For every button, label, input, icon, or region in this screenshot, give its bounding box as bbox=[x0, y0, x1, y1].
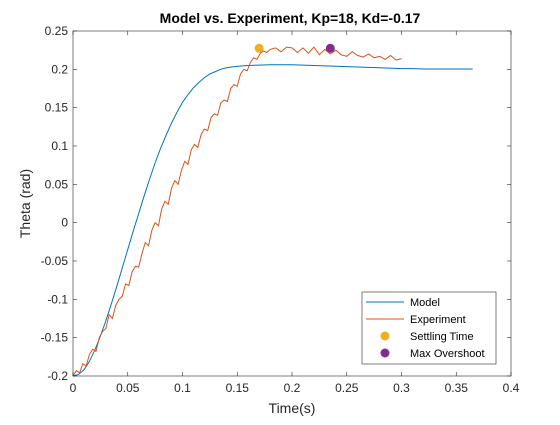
x-tick-label: 0.1 bbox=[174, 381, 191, 395]
series-layer bbox=[72, 43, 473, 377]
legend: Model Experiment Settling Time Max Overshoo… bbox=[361, 291, 497, 365]
x-tick-label: 0.4 bbox=[503, 381, 520, 395]
marker-settling-time bbox=[254, 43, 264, 53]
y-tick-label: 0.2 bbox=[51, 62, 68, 76]
x-axis-label: Time(s) bbox=[269, 400, 316, 416]
y-tick-label: -0.2 bbox=[47, 369, 68, 383]
legend-swatch-settling-time bbox=[380, 331, 390, 341]
legend-label-model: Model bbox=[410, 297, 440, 309]
x-tick-label: 0 bbox=[70, 381, 77, 395]
y-tick-label: 0.05 bbox=[45, 177, 69, 191]
legend-label-experiment: Experiment bbox=[410, 314, 466, 326]
x-tick-label: 0.25 bbox=[335, 381, 359, 395]
x-tick-label: 0.2 bbox=[284, 381, 301, 395]
tick-layer: 0 0.05 0.1 0.15 0.2 0.25 0.3 0.35 0.4 -0.2 -0.15 -0… bbox=[41, 24, 520, 395]
x-tick-label: 0.15 bbox=[226, 381, 250, 395]
y-tick-label: -0.15 bbox=[41, 331, 69, 345]
series-line-experiment bbox=[72, 46, 402, 377]
y-tick-label: 0.1 bbox=[51, 139, 68, 153]
y-tick-label: 0 bbox=[61, 216, 68, 230]
x-tick-label: 0.05 bbox=[116, 381, 140, 395]
x-tick-label: 0.3 bbox=[393, 381, 410, 395]
x-tick-label: 0.35 bbox=[445, 381, 469, 395]
y-tick-label: -0.1 bbox=[47, 292, 68, 306]
legend-label-max-overshoot: Max Overshoot bbox=[410, 348, 485, 360]
legend-swatch-max-overshoot bbox=[380, 348, 390, 358]
series-line-model bbox=[72, 64, 473, 377]
chart-title: Model vs. Experiment, Kp=18, Kd=-0.17 bbox=[160, 10, 421, 26]
y-tick-label: 0.25 bbox=[45, 24, 69, 38]
legend-label-settling-time: Settling Time bbox=[410, 331, 474, 343]
marker-max-overshoot bbox=[325, 43, 335, 53]
y-tick-label: -0.05 bbox=[41, 254, 69, 268]
y-axis-label: Theta (rad) bbox=[17, 169, 33, 238]
y-tick-label: 0.15 bbox=[45, 101, 69, 115]
